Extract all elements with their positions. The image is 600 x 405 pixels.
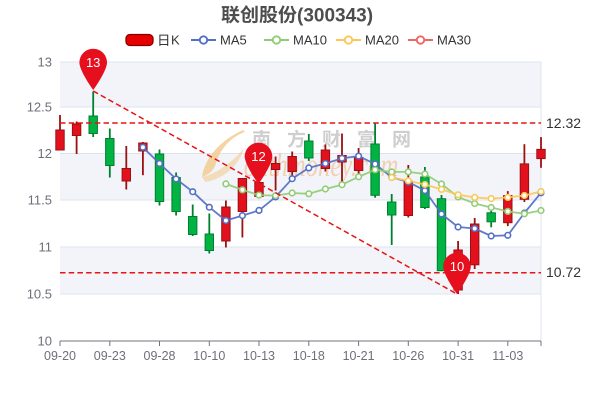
- svg-text:12.5: 12.5: [27, 100, 52, 115]
- svg-text:MA5: MA5: [220, 33, 247, 48]
- svg-text:09-28: 09-28: [144, 349, 176, 363]
- svg-text:10-21: 10-21: [343, 349, 375, 363]
- svg-text:10-26: 10-26: [392, 349, 424, 363]
- svg-text:11: 11: [39, 240, 53, 255]
- svg-text:12: 12: [38, 146, 52, 161]
- svg-text:10-13: 10-13: [243, 349, 275, 363]
- svg-text:13: 13: [38, 55, 52, 70]
- svg-text:12.32: 12.32: [546, 115, 581, 131]
- svg-text:10: 10: [450, 259, 464, 274]
- svg-text:10.5: 10.5: [27, 287, 52, 302]
- svg-text:MA30: MA30: [437, 33, 471, 48]
- svg-text:12: 12: [251, 149, 265, 164]
- svg-text:09-20: 09-20: [44, 349, 76, 363]
- svg-text:MA10: MA10: [293, 33, 327, 48]
- svg-text:10-18: 10-18: [293, 349, 325, 363]
- svg-text:13: 13: [86, 55, 100, 70]
- svg-text:09-23: 09-23: [94, 349, 126, 363]
- svg-text:MA20: MA20: [365, 33, 399, 48]
- svg-text:10: 10: [38, 334, 52, 349]
- svg-text:10-10: 10-10: [193, 349, 225, 363]
- svg-text:(300343): (300343): [297, 6, 373, 27]
- svg-text:11.5: 11.5: [28, 193, 52, 208]
- svg-text:10.72: 10.72: [546, 264, 581, 280]
- svg-text:11-03: 11-03: [492, 349, 523, 363]
- svg-text:10-31: 10-31: [442, 349, 474, 363]
- svg-text:K: K: [171, 33, 180, 48]
